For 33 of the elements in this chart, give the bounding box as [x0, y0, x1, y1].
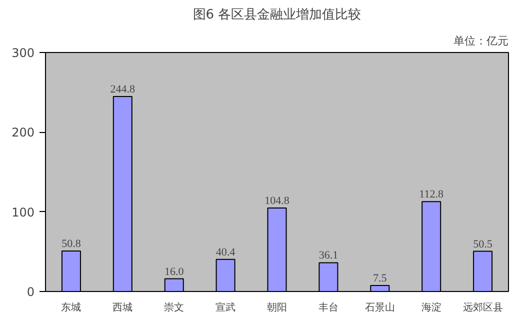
- bar: [473, 250, 493, 292]
- x-tick-label: 宣武: [216, 302, 236, 314]
- x-tick-label: 西城: [112, 302, 133, 314]
- data-label: 244.8: [110, 83, 136, 96]
- chart-title: 图6 各区县金融业增加值比较: [192, 8, 362, 22]
- bar: [112, 96, 132, 292]
- bar: [422, 201, 442, 292]
- data-label: 40.4: [216, 246, 236, 258]
- data-label: 7.5: [373, 272, 388, 285]
- bar: [61, 250, 81, 292]
- data-label: 16.0: [164, 266, 184, 278]
- x-tick-label: 远郊区县: [462, 302, 503, 314]
- x-tick-label: 海淀: [421, 302, 442, 314]
- x-tick-label: 崇文: [164, 302, 184, 314]
- x-tick-label: 丰台: [318, 302, 338, 314]
- data-label: 104.8: [264, 195, 290, 208]
- y-tick-label: 300: [12, 46, 34, 60]
- bar: [370, 285, 390, 292]
- x-tick-label: 朝阳: [267, 302, 287, 314]
- data-label: 112.8: [419, 188, 444, 201]
- chart-subtitle: 单位：亿元: [454, 34, 508, 48]
- bar: [216, 258, 236, 292]
- y-tick-label: 100: [12, 205, 34, 220]
- y-tick-label: 200: [12, 126, 34, 140]
- bar: [267, 208, 287, 292]
- x-tick-label: 石景山: [364, 302, 395, 314]
- x-tick-label: 东城: [61, 302, 82, 314]
- y-tick-label: 0: [26, 285, 35, 299]
- bar: [164, 278, 184, 292]
- bar: [318, 262, 338, 292]
- data-label: 50.5: [473, 238, 493, 250]
- data-label: 50.8: [62, 238, 82, 250]
- data-label: 36.1: [318, 250, 338, 262]
